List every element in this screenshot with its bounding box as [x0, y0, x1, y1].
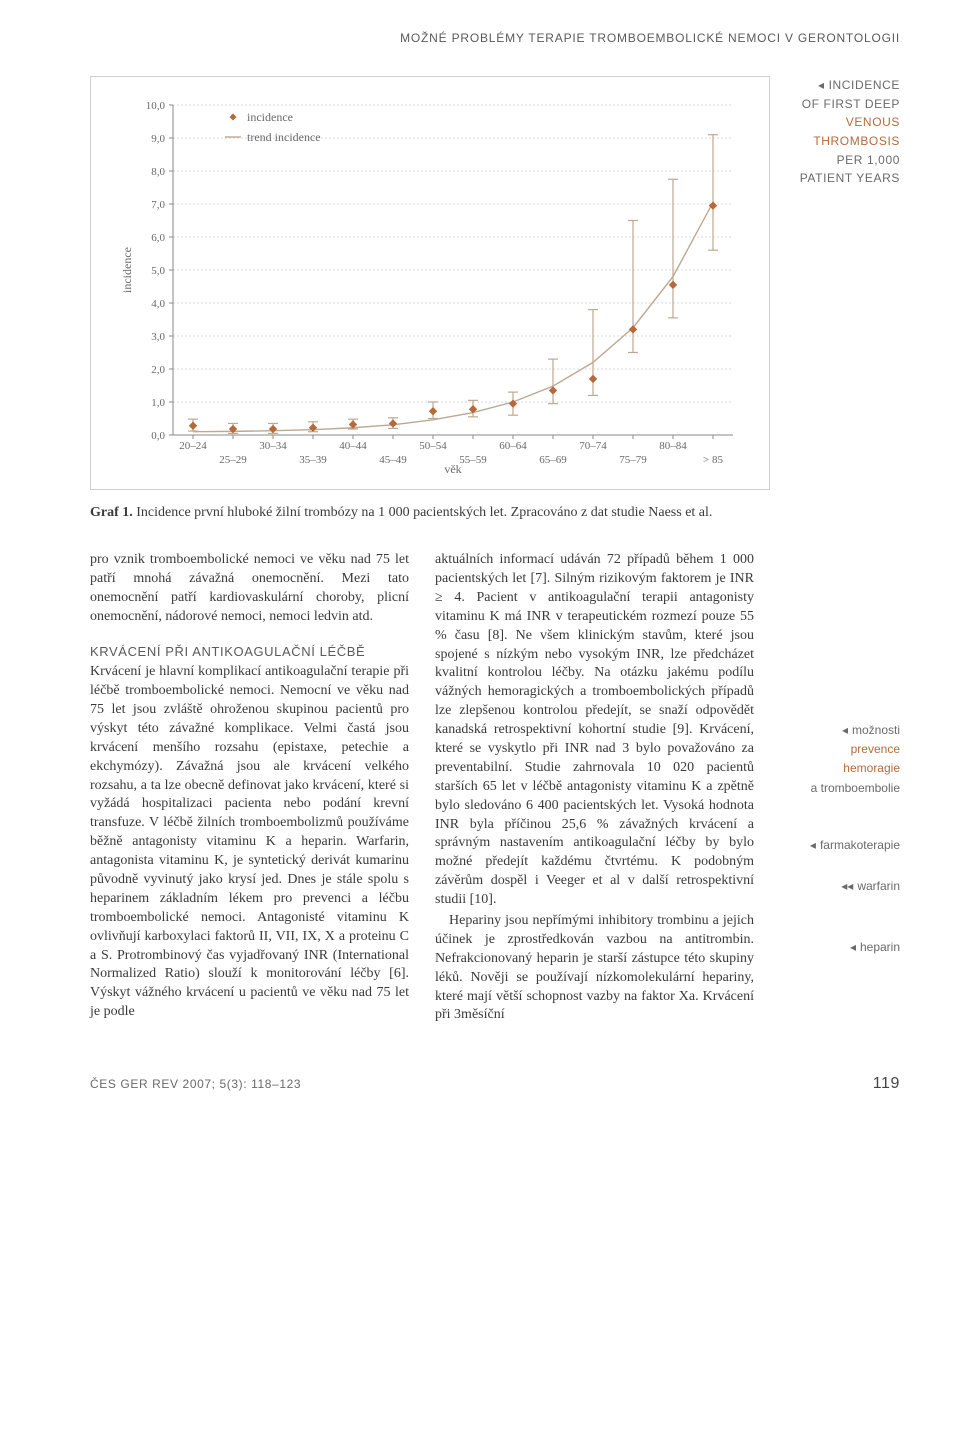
chart-panel: 0,0 1,0 2,0 3,0 4,0 5,0 6,0 7,0 8,0 9,0 10,0 incide… — [90, 76, 770, 490]
svg-text:incidence: incidence — [247, 110, 293, 124]
chart-side-caption: ◂ INCIDENCE OF FIRST DEEP VENOUS THROMBOS… — [770, 76, 900, 188]
svg-text:věk: věk — [444, 462, 461, 475]
svg-text:5,0: 5,0 — [151, 265, 165, 277]
body-column-right: aktuálních informací udáván 72 případů b… — [435, 551, 754, 1025]
margin-note: možnosti — [852, 723, 900, 737]
svg-text:8,0: 8,0 — [151, 166, 165, 178]
svg-text:30–34: 30–34 — [259, 440, 287, 452]
margin-note: heparin — [860, 940, 900, 954]
paragraph: Krvácení je hlavní komplikací antikoagul… — [90, 663, 409, 1022]
chart-side-line: INCIDENCE — [829, 78, 900, 92]
svg-text:trend incidence: trend incidence — [247, 130, 321, 144]
caption-label: Graf 1. — [90, 505, 133, 520]
arrow-icon: ◂ — [850, 940, 856, 954]
arrow-icon: ◂ — [842, 723, 848, 737]
svg-text:75–79: 75–79 — [619, 454, 647, 466]
svg-text:9,0: 9,0 — [151, 133, 165, 145]
svg-text:40–44: 40–44 — [339, 440, 367, 452]
arrow-icon: ◂ — [818, 78, 825, 92]
svg-text:50–54: 50–54 — [419, 440, 447, 452]
svg-text:80–84: 80–84 — [659, 440, 687, 452]
svg-text:2,0: 2,0 — [151, 364, 165, 376]
running-head: MOŽNÉ PROBLÉMY TERAPIE TROMBOEMBOLICKÉ N… — [90, 30, 900, 46]
svg-text:1,0: 1,0 — [151, 397, 165, 409]
page-number: 119 — [873, 1073, 900, 1095]
caption-text: Incidence první hluboké žilní trombózy n… — [133, 505, 713, 520]
svg-text:55–59: 55–59 — [459, 454, 487, 466]
paragraph: aktuálních informací udáván 72 případů b… — [435, 551, 754, 910]
svg-text:70–74: 70–74 — [579, 440, 607, 452]
svg-text:60–64: 60–64 — [499, 440, 527, 452]
svg-text:4,0: 4,0 — [151, 298, 165, 310]
svg-text:7,0: 7,0 — [151, 199, 165, 211]
svg-text:25–29: 25–29 — [219, 454, 247, 466]
svg-text:65–69: 65–69 — [539, 454, 567, 466]
margin-note: prevence — [770, 740, 900, 759]
svg-text:incidence: incidence — [120, 247, 134, 293]
svg-text:20–24: 20–24 — [179, 440, 207, 452]
chart-caption: Graf 1. Incidence první hluboké žilní tr… — [90, 504, 900, 523]
svg-text:45–49: 45–49 — [379, 454, 407, 466]
svg-text:35–39: 35–39 — [299, 454, 327, 466]
paragraph: Hepariny jsou nepřímými inhibitory tromb… — [435, 912, 754, 1025]
svg-text:0,0: 0,0 — [151, 430, 165, 442]
page-footer: ČES GER REV 2007; 5(3): 118–123 119 — [90, 1073, 900, 1095]
margin-note: warfarin — [857, 879, 900, 893]
chart-side-line: OF FIRST DEEP — [786, 95, 900, 114]
double-arrow-icon: ◂◂ — [841, 879, 853, 893]
svg-text:> 85: > 85 — [703, 454, 723, 466]
margin-note: a tromboembolie — [770, 779, 900, 798]
paragraph: pro vznik tromboembolické nemoci ve věku… — [90, 551, 409, 627]
svg-text:10,0: 10,0 — [146, 100, 166, 112]
chart-side-line: VENOUS — [786, 113, 900, 132]
margin-note: hemoragie — [770, 759, 900, 778]
body-column-left: pro vznik tromboembolické nemoci ve věku… — [90, 551, 409, 1025]
svg-text:3,0: 3,0 — [151, 331, 165, 343]
incidence-chart: 0,0 1,0 2,0 3,0 4,0 5,0 6,0 7,0 8,0 9,0 10,0 incide… — [117, 95, 743, 475]
chart-side-line: PATIENT YEARS — [786, 169, 900, 188]
chart-side-line: THROMBOSIS — [786, 132, 900, 151]
arrow-icon: ◂ — [810, 838, 816, 852]
journal-ref: ČES GER REV 2007; 5(3): 118–123 — [90, 1076, 301, 1092]
svg-text:6,0: 6,0 — [151, 232, 165, 244]
margin-note: farmakoterapie — [820, 838, 900, 852]
section-heading: KRVÁCENÍ PŘI ANTIKOAGULAČNÍ LÉČBĚ — [90, 643, 409, 661]
chart-side-line: PER 1,000 — [786, 151, 900, 170]
margin-notes: ◂ možnosti prevence hemoragie a tromboemb… — [770, 551, 900, 1025]
